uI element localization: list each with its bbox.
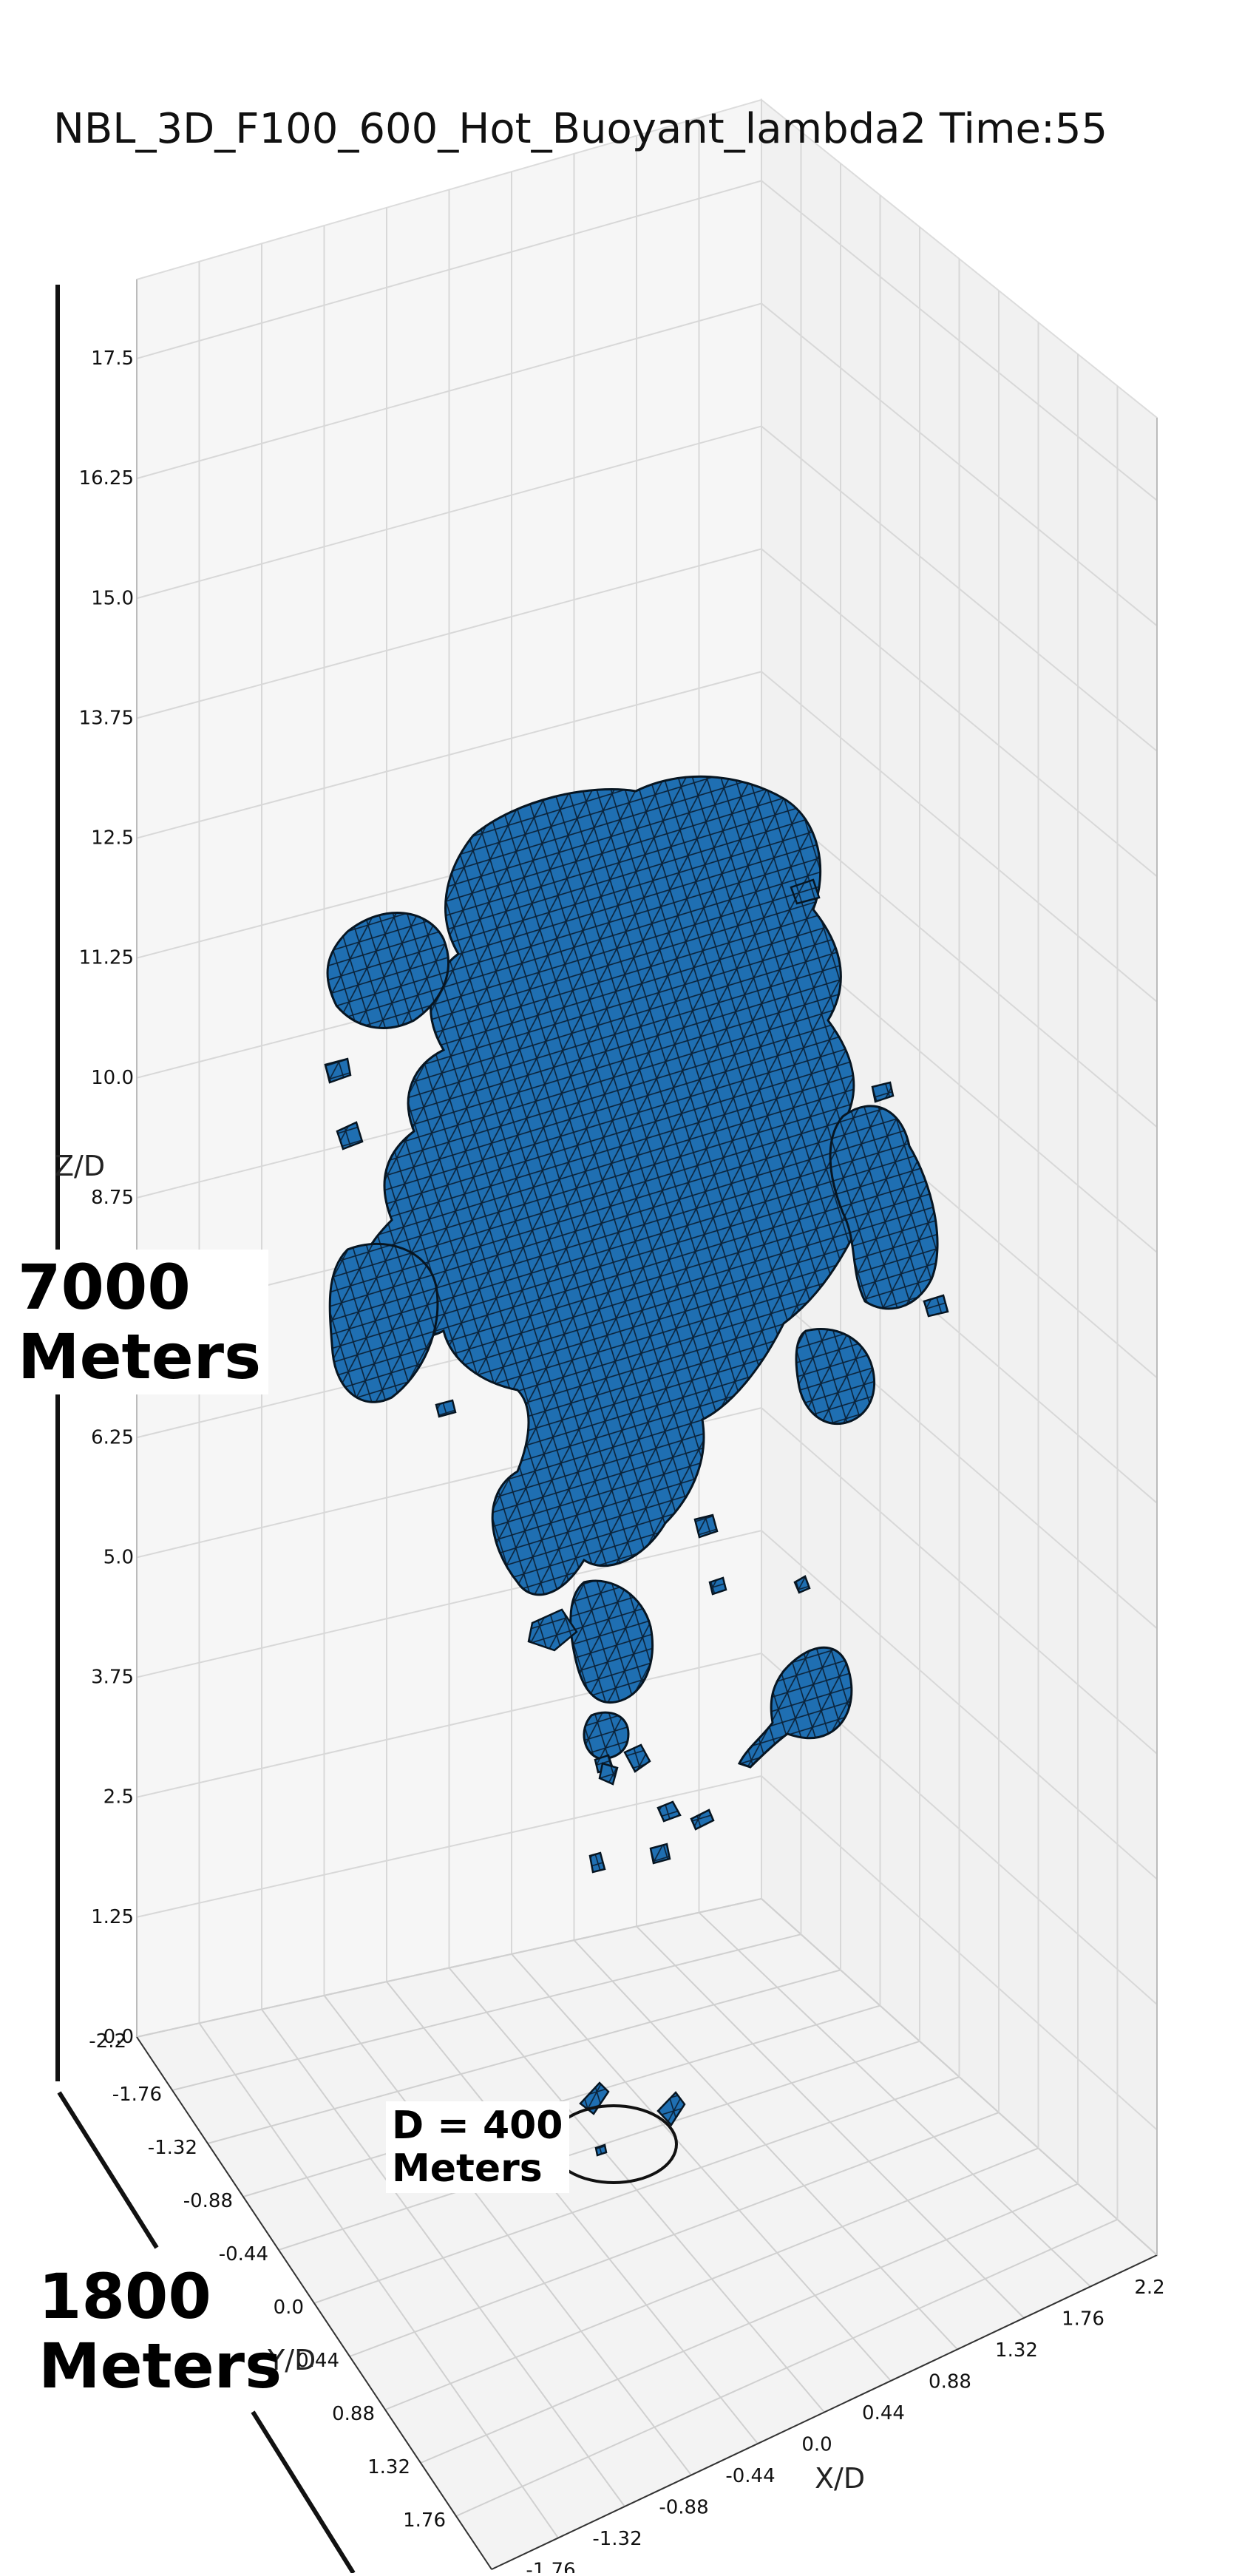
y-tick-label: -0.88: [183, 2190, 233, 2212]
x-tick-label: 1.32: [995, 2339, 1038, 2362]
plume-main-body: [356, 775, 875, 1596]
y-floor-grid-line: [420, 2183, 1079, 2464]
x-tick-label: -0.88: [659, 2497, 708, 2519]
plume-left-mid-lobe: [328, 1242, 439, 1403]
y-floor-grid-line: [136, 1898, 762, 2038]
y-tick-label: 1.32: [367, 2456, 410, 2478]
z-tick-label: 6.25: [91, 1426, 134, 1448]
y-tick-label: -1.76: [112, 2084, 162, 2106]
fragment-3: [693, 1514, 719, 1539]
z-tick-label: 1.25: [91, 1906, 134, 1928]
y-tick-label: 0.88: [332, 2403, 375, 2425]
x-tick-label: 1.76: [1062, 2308, 1104, 2331]
plume-right-lobe: [829, 1105, 939, 1310]
x-tick-label: -1.32: [592, 2528, 642, 2550]
fragment-12: [871, 1081, 895, 1103]
y-floor-grid-line: [384, 2147, 1039, 2410]
x-tick-label: 0.0: [801, 2434, 832, 2456]
z-tick-label: 17.5: [91, 348, 134, 370]
fragment-8: [649, 1843, 671, 1865]
z-tick-label: 11.25: [79, 947, 134, 969]
z-axis-label: Z/D: [55, 1150, 106, 1182]
y-floor-grid-line: [278, 2040, 920, 2251]
x-tick-label: 0.44: [862, 2402, 905, 2424]
diameter-annotation-line1: D = 400: [392, 2104, 563, 2148]
y-tick-label: 0.0: [274, 2297, 304, 2319]
width-annotation-value: 1800: [38, 2260, 211, 2333]
isolated-blob-lower-right: [737, 1646, 853, 1769]
plume-right-lower-lobe: [795, 1327, 876, 1426]
z-tick-label: 8.75: [91, 1187, 134, 1209]
y-tick-label: 1.76: [403, 2509, 446, 2532]
fragment-10: [336, 1121, 364, 1150]
y-floor-grid-line: [349, 2112, 1000, 2357]
y-floor-grid-line: [172, 1933, 801, 2091]
fragment-15: [793, 1575, 811, 1594]
x-tick-label: -0.44: [725, 2465, 775, 2487]
height-annotation-unit: Meters: [18, 1321, 262, 1394]
z-tick-label: 3.75: [91, 1667, 134, 1689]
z-tick-label: 10.0: [91, 1067, 134, 1089]
width-annotation: 1800 Meters: [31, 2259, 289, 2404]
y-floor-grid-line: [455, 2218, 1118, 2517]
fragment-2: [623, 1743, 651, 1773]
diameter-annotation: D = 400 Meters: [386, 2101, 569, 2194]
y-tick-label: -2.2: [89, 2030, 126, 2053]
fragment-13: [923, 1294, 949, 1318]
y-tick-label: -1.32: [148, 2137, 197, 2159]
vortex-isosurface: [324, 775, 949, 2157]
z-tick-label: 16.25: [79, 467, 134, 489]
width-annotation-unit: Meters: [38, 2330, 282, 2403]
fragment-7: [690, 1809, 715, 1831]
x-tick-label: -1.76: [526, 2560, 575, 2574]
y-axis-line: [136, 2036, 492, 2570]
fragment-1: [527, 1608, 578, 1652]
fragment-5: [598, 1762, 619, 1786]
fragment-9: [588, 1851, 606, 1874]
floor-fragment-3: [594, 2143, 608, 2157]
height-annotation: 7000 Meters: [10, 1250, 269, 1395]
x-axis-label: X/D: [815, 2462, 866, 2495]
floor-fragment-2: [656, 2091, 686, 2127]
plume-left-lobe: [326, 912, 449, 1029]
isolated-blob-lower: [583, 1711, 630, 1760]
y-floor-grid-line: [313, 2076, 960, 2304]
z-tick-label: 13.75: [79, 707, 134, 729]
z-tick-label: 2.5: [104, 1786, 134, 1809]
z-tick-label: 15.0: [91, 587, 134, 609]
z-tick-label: 0.0: [104, 2026, 134, 2048]
y-floor-grid-line: [242, 2004, 880, 2197]
fragment-16: [435, 1399, 457, 1418]
x-tick-label: 0.88: [929, 2371, 971, 2393]
z-tick-label: 5.0: [104, 1546, 134, 1568]
chart-title: NBL_3D_F100_600_Hot_Buoyant_lambda2 Time…: [53, 105, 1108, 153]
z-tick-label: 12.5: [91, 827, 134, 850]
diameter-annotation-line2: Meters: [392, 2146, 543, 2192]
tick-labels: 0.01.252.53.755.06.257.58.7510.011.2512.…: [79, 348, 1165, 2576]
x-tick-label: 2.2: [1134, 2277, 1164, 2299]
fragment-11: [324, 1057, 352, 1084]
y-floor-grid-line: [207, 1969, 841, 2144]
fragment-6: [656, 1800, 682, 1823]
y-axis-label: Y/D: [268, 2344, 316, 2376]
floor-fragment-1: [579, 2081, 610, 2115]
width-scale-line-lower: [251, 2410, 356, 2575]
y-tick-label: -0.44: [219, 2243, 268, 2265]
width-scale-line-upper: [57, 2091, 159, 2249]
y-tick-label: 0.44: [296, 2350, 339, 2372]
x-axis-line: [491, 2254, 1158, 2570]
fragment-17: [708, 1576, 727, 1596]
fragment-14: [790, 878, 821, 905]
height-annotation-value: 7000: [18, 1251, 191, 1323]
